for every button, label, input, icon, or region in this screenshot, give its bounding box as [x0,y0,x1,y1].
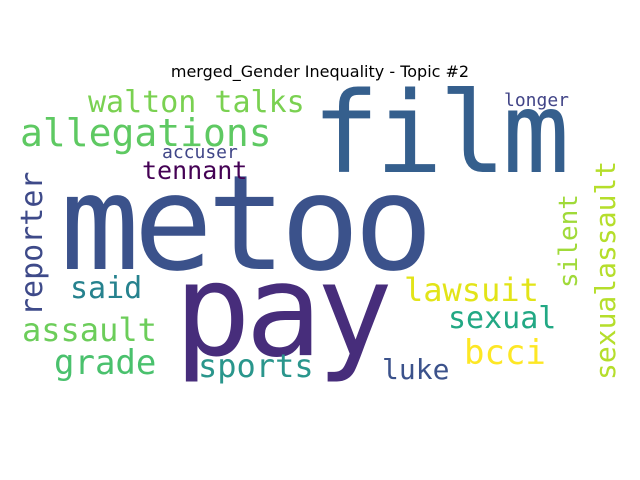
word-allegations: allegations [20,111,272,155]
word-pay: pay [174,237,393,386]
word-metoo: metoo [60,147,433,301]
word-lawsuit: lawsuit [404,271,539,309]
word-sports: sports [198,347,314,385]
word-silent: silent [554,194,584,288]
word-bcci: bcci [464,333,546,373]
word-cloud: metoo film pay allegations walton talks … [15,78,624,392]
word-said: said [70,271,143,306]
word-sexual: sexual [448,301,557,336]
word-sexualassault: sexualassault [589,160,622,380]
word-grade: grade [54,343,157,383]
word-tennant: tennant [142,156,248,185]
chart-title: merged_Gender Inequality - Topic #2 [170,62,470,81]
word-film: film [312,69,570,199]
word-reporter: reporter [15,171,50,317]
word-walton-talks: walton talks [88,85,305,120]
word-luke: luke [382,353,450,386]
word-accuser: accuser [162,142,238,163]
word-assault: assault [22,311,157,349]
word-longer: longer [504,90,570,111]
